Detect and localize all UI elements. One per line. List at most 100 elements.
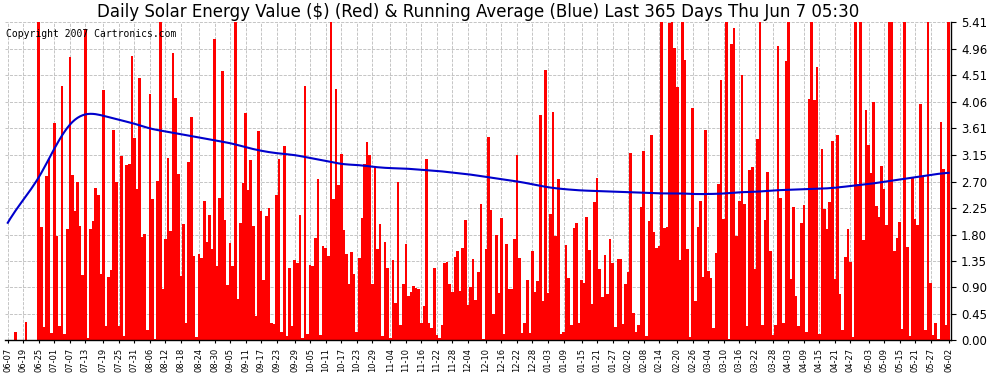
Bar bbox=[681, 22, 684, 341]
Bar bbox=[317, 179, 319, 340]
Bar bbox=[885, 225, 888, 340]
Bar bbox=[433, 268, 436, 340]
Bar bbox=[451, 292, 453, 340]
Bar bbox=[851, 336, 854, 340]
Bar bbox=[906, 247, 909, 340]
Bar bbox=[319, 335, 322, 340]
Bar bbox=[753, 270, 756, 340]
Bar bbox=[185, 323, 187, 340]
Bar bbox=[862, 240, 864, 340]
Bar bbox=[904, 22, 906, 341]
Bar bbox=[148, 94, 151, 340]
Bar bbox=[500, 218, 503, 340]
Bar bbox=[477, 272, 479, 340]
Bar bbox=[831, 141, 834, 340]
Bar bbox=[76, 183, 79, 340]
Bar bbox=[252, 225, 254, 340]
Bar bbox=[50, 333, 53, 340]
Bar bbox=[229, 243, 232, 340]
Bar bbox=[777, 46, 779, 340]
Bar bbox=[301, 338, 304, 340]
Bar bbox=[389, 338, 392, 340]
Bar bbox=[365, 142, 368, 340]
Bar bbox=[922, 176, 924, 340]
Bar bbox=[725, 22, 728, 341]
Bar bbox=[505, 244, 508, 340]
Bar bbox=[485, 249, 487, 340]
Bar bbox=[864, 110, 867, 340]
Bar bbox=[66, 229, 68, 340]
Bar bbox=[466, 305, 469, 340]
Bar bbox=[161, 289, 164, 340]
Bar bbox=[800, 223, 803, 340]
Bar bbox=[237, 298, 240, 340]
Bar bbox=[937, 339, 940, 340]
Bar bbox=[673, 48, 676, 340]
Bar bbox=[715, 253, 718, 340]
Bar bbox=[511, 289, 513, 340]
Bar bbox=[844, 257, 846, 340]
Bar bbox=[456, 251, 458, 340]
Bar bbox=[919, 104, 922, 340]
Bar bbox=[534, 292, 537, 340]
Bar bbox=[490, 210, 492, 340]
Bar bbox=[415, 288, 418, 340]
Bar bbox=[598, 269, 601, 340]
Bar bbox=[591, 304, 593, 340]
Bar bbox=[625, 284, 627, 340]
Bar bbox=[177, 174, 179, 340]
Bar bbox=[304, 86, 306, 340]
Bar bbox=[63, 334, 66, 340]
Bar bbox=[193, 256, 195, 340]
Bar bbox=[147, 330, 148, 340]
Bar bbox=[333, 199, 335, 340]
Bar bbox=[888, 22, 891, 341]
Bar bbox=[643, 152, 644, 340]
Bar bbox=[335, 89, 338, 340]
Bar bbox=[635, 332, 638, 340]
Bar bbox=[211, 249, 213, 340]
Bar bbox=[195, 337, 198, 340]
Bar bbox=[733, 28, 736, 340]
Bar bbox=[880, 166, 883, 340]
Bar bbox=[741, 75, 743, 340]
Bar bbox=[166, 158, 169, 340]
Bar bbox=[360, 218, 363, 340]
Bar bbox=[575, 223, 578, 340]
Bar bbox=[412, 286, 415, 340]
Bar bbox=[808, 99, 811, 340]
Bar bbox=[567, 278, 570, 340]
Bar bbox=[824, 209, 826, 340]
Bar bbox=[803, 205, 805, 340]
Bar bbox=[46, 176, 48, 340]
Bar bbox=[283, 146, 286, 340]
Bar bbox=[156, 182, 159, 340]
Bar bbox=[249, 160, 252, 340]
Bar bbox=[420, 323, 423, 340]
Bar bbox=[790, 279, 792, 340]
Bar bbox=[296, 263, 299, 340]
Bar bbox=[405, 244, 407, 340]
Bar bbox=[436, 336, 439, 340]
Bar bbox=[689, 337, 691, 340]
Bar bbox=[671, 22, 673, 341]
Bar bbox=[386, 268, 389, 340]
Bar bbox=[609, 239, 612, 340]
Bar bbox=[352, 274, 355, 340]
Bar bbox=[647, 220, 650, 340]
Bar bbox=[532, 251, 534, 340]
Bar bbox=[652, 231, 655, 340]
Bar bbox=[526, 280, 529, 340]
Bar bbox=[187, 162, 190, 340]
Bar bbox=[604, 255, 606, 340]
Bar bbox=[226, 285, 229, 340]
Bar bbox=[839, 294, 842, 340]
Bar bbox=[474, 300, 477, 340]
Bar bbox=[769, 251, 771, 340]
Bar bbox=[694, 301, 697, 340]
Bar bbox=[896, 238, 898, 340]
Bar bbox=[842, 330, 844, 340]
Bar bbox=[288, 267, 291, 340]
Bar bbox=[743, 204, 745, 340]
Bar bbox=[441, 325, 444, 340]
